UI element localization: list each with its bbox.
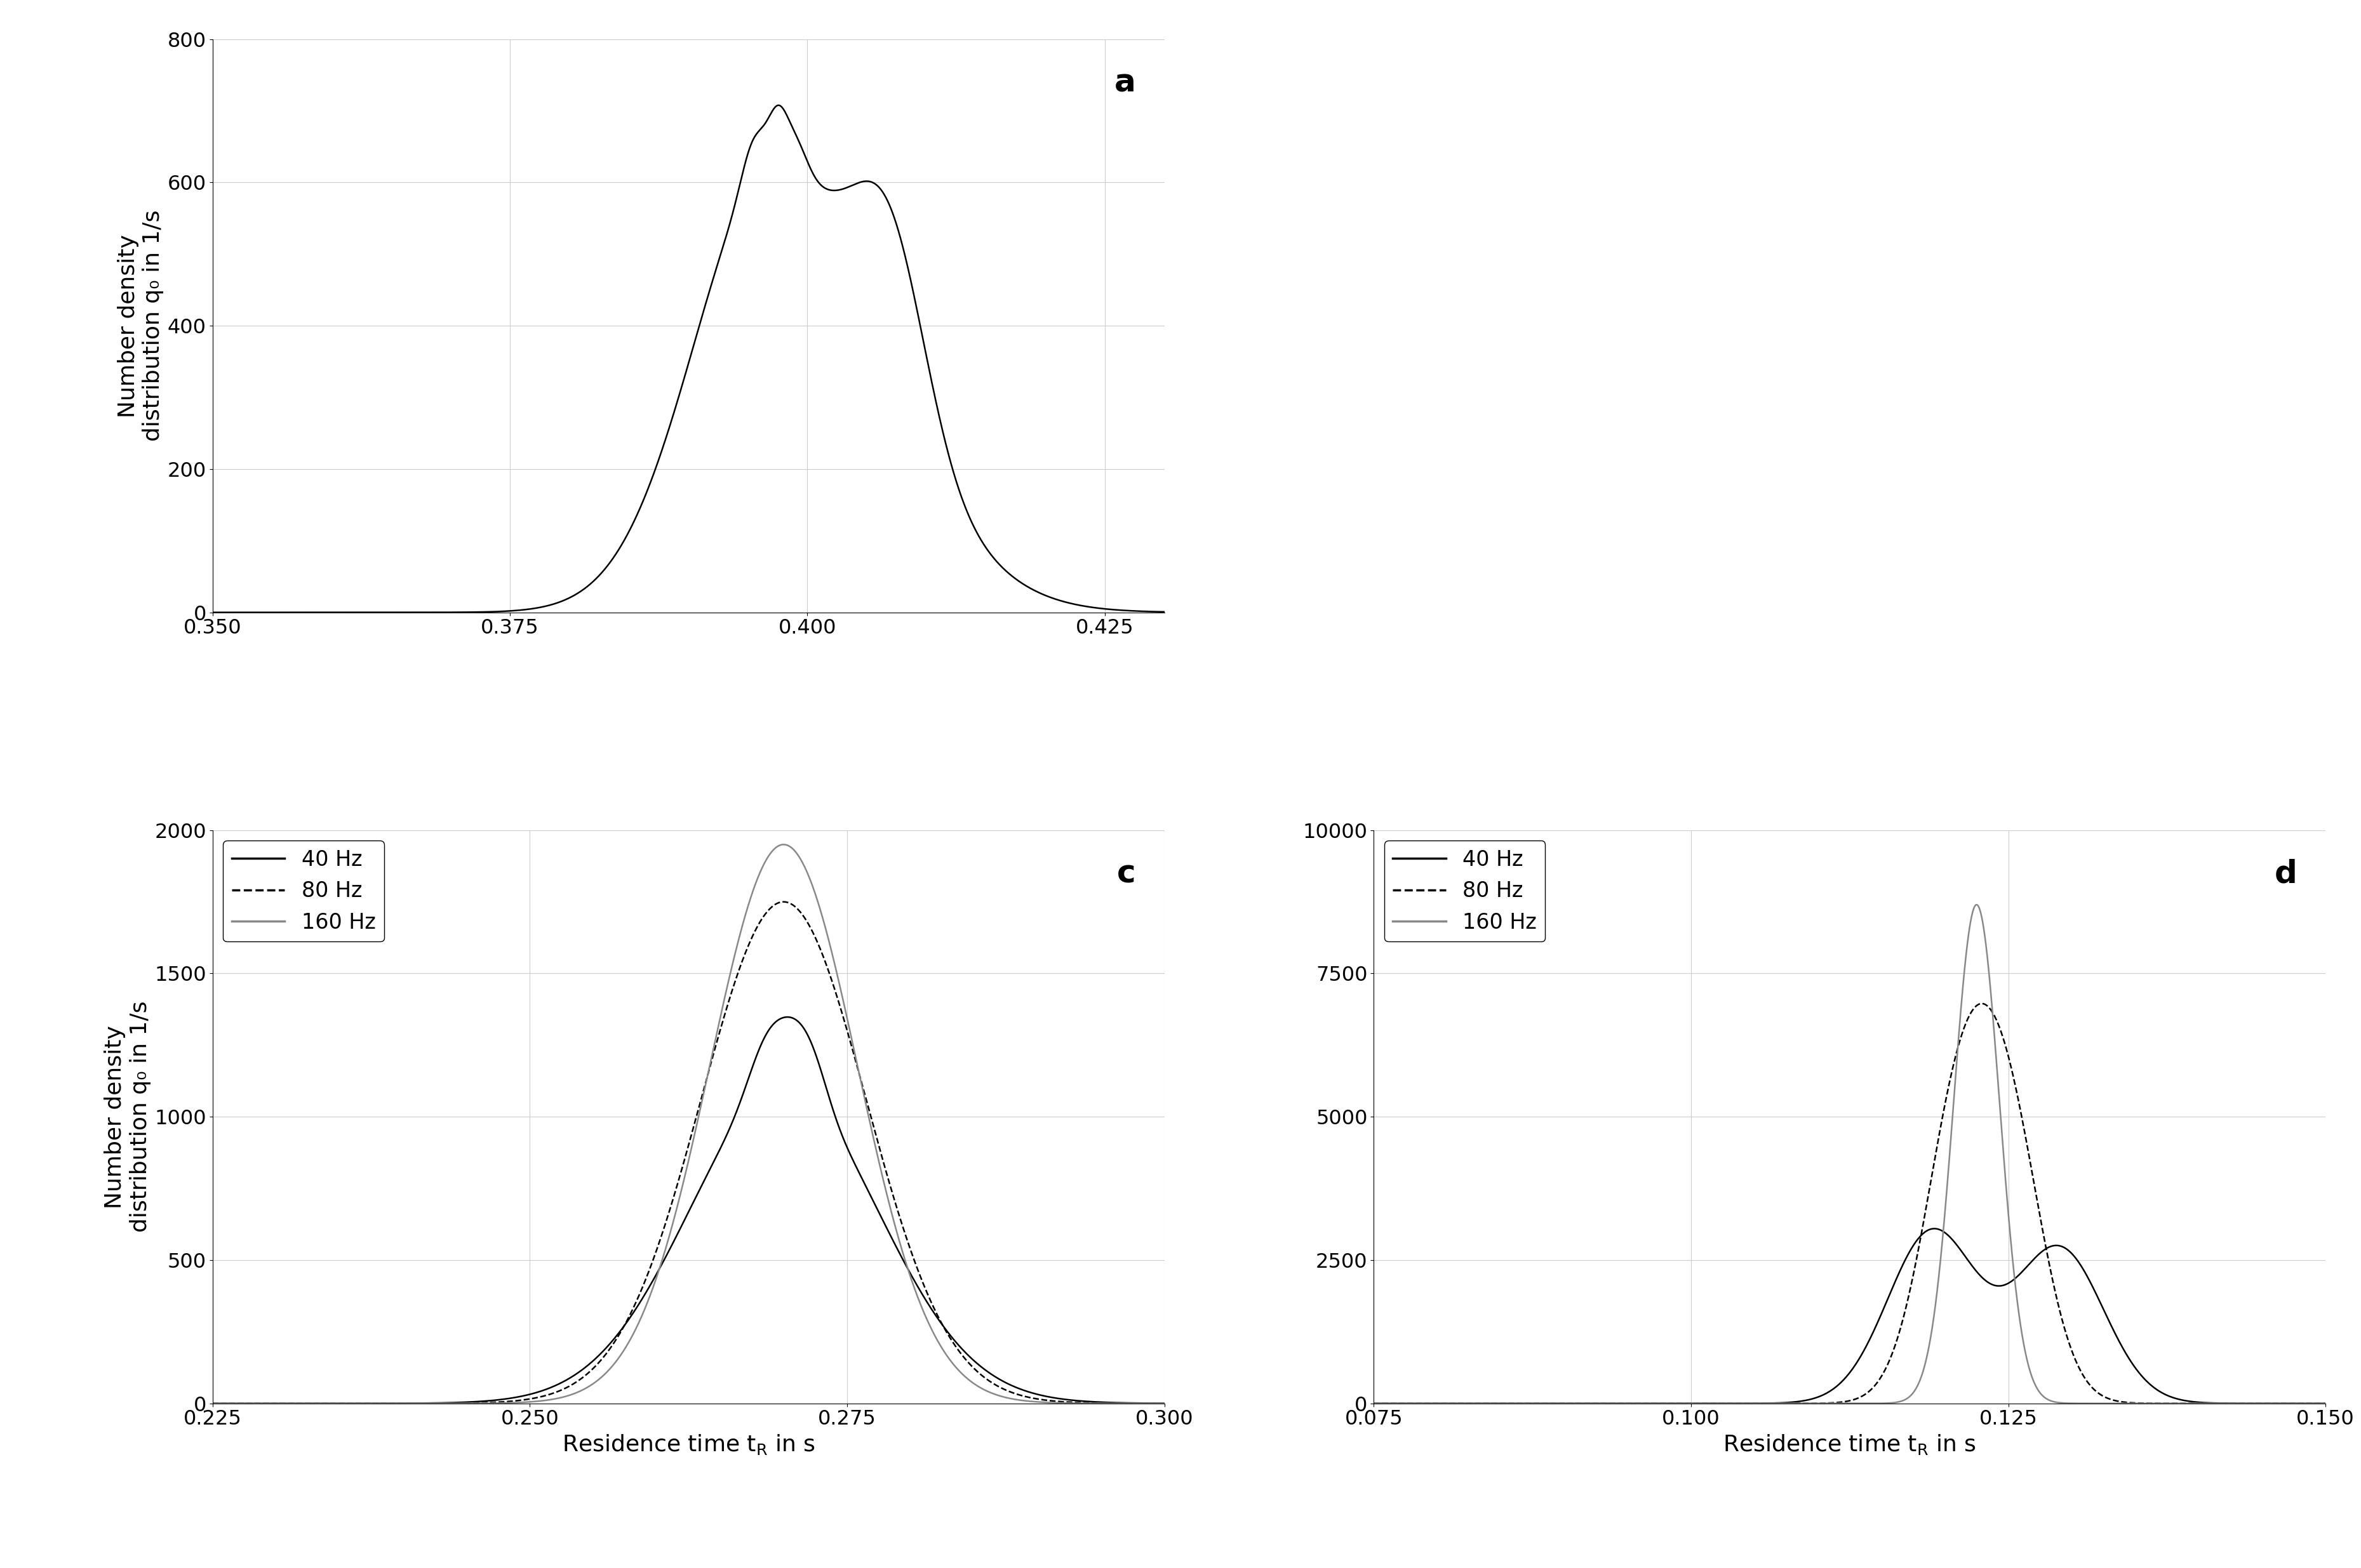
X-axis label: Residence time $\mathregular{t_R}$ in s: Residence time $\mathregular{t_R}$ in s	[562, 1433, 815, 1457]
Y-axis label: Number density
distribution q₀ in 1/s: Number density distribution q₀ in 1/s	[118, 210, 163, 442]
Legend: 40 Hz, 80 Hz, 160 Hz: 40 Hz, 80 Hz, 160 Hz	[1384, 840, 1544, 942]
X-axis label: Residence time $\mathregular{t_R}$ in s: Residence time $\mathregular{t_R}$ in s	[1724, 1433, 1976, 1457]
Text: a: a	[1114, 67, 1136, 99]
Legend: 40 Hz, 80 Hz, 160 Hz: 40 Hz, 80 Hz, 160 Hz	[222, 840, 385, 942]
Y-axis label: Number density
distribution q₀ in 1/s: Number density distribution q₀ in 1/s	[104, 1000, 151, 1232]
Text: c: c	[1117, 859, 1136, 889]
Text: d: d	[2274, 859, 2297, 889]
